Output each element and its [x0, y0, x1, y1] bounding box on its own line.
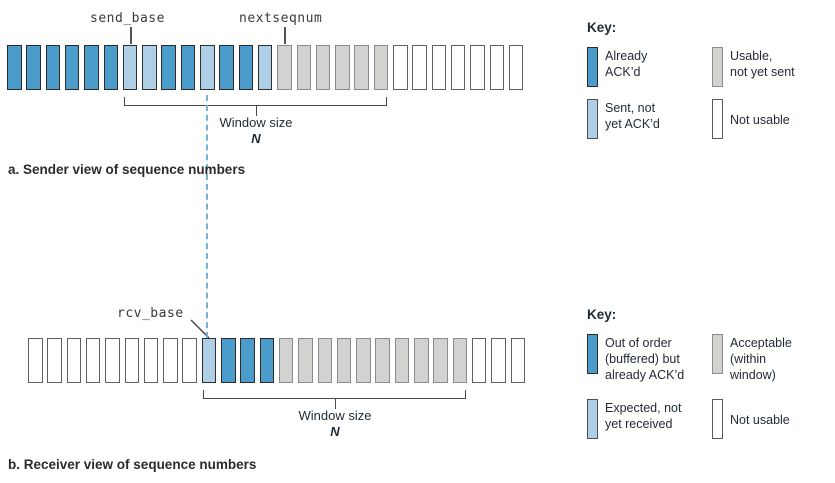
seq-bar-21-white	[393, 45, 408, 90]
sender-window-bracket-tick	[255, 106, 257, 116]
seq-bar-18-gray	[356, 338, 371, 383]
sender-view-caption: a. Sender view of sequence numbers	[8, 162, 246, 177]
key-swatch-dark	[587, 47, 598, 87]
seq-bar-13-dark	[259, 338, 275, 383]
seq-bar-22-gray	[433, 338, 448, 383]
seq-bar-3-white	[66, 338, 82, 383]
sender-key-title: Key:	[587, 20, 617, 35]
sender-window-n-label: N	[251, 131, 261, 146]
seq-bar-26-white	[510, 338, 525, 383]
receiver-window-size-label: Window size	[298, 408, 372, 423]
key-item-gray: Acceptable (within window)	[712, 334, 834, 383]
rcv-base-label: rcv_base	[117, 306, 184, 321]
seq-bar-15-gray	[298, 338, 313, 383]
seq-bar-9-white	[182, 338, 197, 383]
seq-bar-4-white	[85, 338, 101, 383]
key-item-dark: Already ACK’d	[587, 47, 709, 87]
seq-bar-19-gray	[354, 45, 369, 90]
key-item-dark: Out of order (buffered) but already ACK’…	[587, 334, 709, 383]
key-item-white: Not usable	[712, 399, 834, 439]
seq-bar-6-white	[124, 338, 139, 383]
seq-bar-16-gray	[296, 45, 311, 90]
key-item-gray: Usable, not yet sent	[712, 47, 834, 87]
key-swatch-light	[587, 99, 598, 139]
key-label: Not usable	[730, 112, 790, 127]
seq-bar-23-white	[431, 45, 447, 90]
seq-bar-12-dark	[219, 45, 234, 90]
key-label: Usable, not yet sent	[730, 49, 795, 79]
key-swatch-light	[587, 399, 598, 439]
send-base-pointer-line	[130, 27, 132, 44]
seq-bar-5-dark	[84, 45, 99, 90]
receiver-key-title: Key:	[587, 307, 617, 322]
seq-bar-18-gray	[335, 45, 350, 90]
key-label: Acceptable (within window)	[730, 336, 792, 382]
seq-bar-2-white	[47, 338, 62, 383]
seq-bar-3-dark	[45, 45, 61, 90]
seq-bar-11-dark	[221, 338, 236, 383]
key-label: Out of order (buffered) but already ACK’…	[605, 336, 685, 382]
seq-bar-21-gray	[414, 338, 429, 383]
seq-bar-15-gray	[277, 45, 292, 90]
seq-bar-14-gray	[278, 338, 294, 383]
seq-bar-4-dark	[64, 45, 80, 90]
receiver-window-bracket-tick	[334, 399, 336, 409]
key-label: Not usable	[730, 412, 790, 427]
send-base-label: send_base	[90, 11, 165, 26]
sender-window-size-label: Window size	[219, 115, 293, 130]
seq-bar-10-dark	[180, 45, 196, 90]
seq-bar-17-gray	[315, 45, 331, 90]
seq-bar-22-white	[412, 45, 427, 90]
seq-bar-13-dark	[238, 45, 254, 90]
seq-bar-9-dark	[161, 45, 176, 90]
seq-bar-8-white	[163, 338, 178, 383]
seq-bar-19-gray	[375, 338, 390, 383]
key-item-light: Expected, not yet received	[587, 399, 709, 439]
seq-bar-20-gray	[394, 338, 410, 383]
receiver-sequence-bars	[28, 338, 528, 383]
seq-bar-10-light	[201, 338, 217, 383]
seq-bar-7-white	[143, 338, 159, 383]
key-swatch-white	[712, 399, 723, 439]
base-alignment-dashed-line	[206, 95, 208, 338]
seq-bar-11-light	[200, 45, 215, 90]
seq-bar-12-dark	[240, 338, 255, 383]
seq-bar-1-white	[28, 338, 43, 383]
seq-bar-26-white	[489, 45, 504, 90]
seq-bar-20-gray	[373, 45, 389, 90]
seq-bar-14-light	[257, 45, 273, 90]
key-item-white: Not usable	[712, 99, 834, 139]
seq-bar-16-gray	[317, 338, 332, 383]
receiver-window-n-label: N	[330, 424, 340, 439]
seq-bar-27-white	[508, 45, 524, 90]
seq-bar-5-white	[105, 338, 120, 383]
seq-bar-24-white	[471, 338, 487, 383]
receiver-window-bracket	[203, 390, 466, 399]
key-label: Already ACK’d	[605, 49, 648, 79]
key-swatch-gray	[712, 47, 723, 87]
key-swatch-gray	[712, 334, 723, 374]
seq-bar-23-gray	[452, 338, 468, 383]
nextseqnum-label: nextseqnum	[239, 11, 323, 26]
seq-bar-6-dark	[103, 45, 118, 90]
sender-window-bracket	[124, 97, 387, 106]
seq-bar-17-gray	[336, 338, 352, 383]
seq-bar-2-dark	[26, 45, 41, 90]
seq-bar-25-white	[470, 45, 485, 90]
key-label: Sent, not yet ACK’d	[605, 101, 660, 131]
receiver-view-caption: b. Receiver view of sequence numbers	[8, 457, 257, 472]
seq-bar-25-white	[491, 338, 506, 383]
key-label: Expected, not yet received	[605, 401, 682, 431]
seq-bar-1-dark	[7, 45, 22, 90]
seq-bar-24-white	[450, 45, 466, 90]
seq-bar-7-light	[122, 45, 138, 90]
key-swatch-white	[712, 99, 723, 139]
key-swatch-dark	[587, 334, 598, 374]
key-item-light: Sent, not yet ACK’d	[587, 99, 709, 139]
seq-bar-8-light	[142, 45, 157, 90]
nextseqnum-pointer-line	[284, 27, 286, 44]
sender-sequence-bars	[7, 45, 527, 90]
